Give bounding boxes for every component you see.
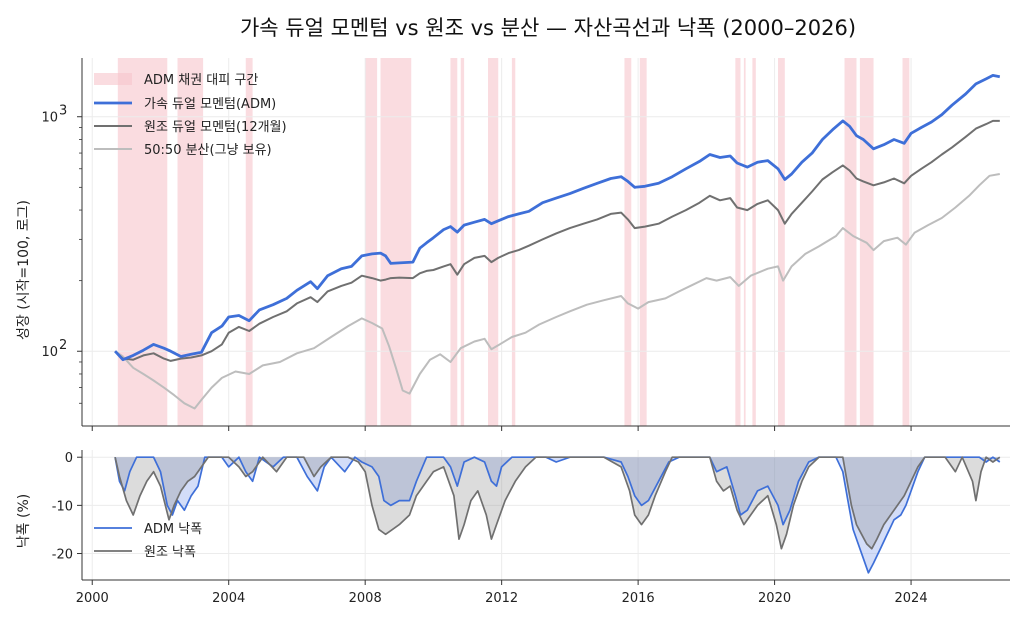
bond-shelter-band — [844, 58, 857, 426]
legend-label: 원조 낙폭 — [144, 545, 196, 560]
bond-shelter-band — [624, 58, 632, 426]
bond-shelter-band — [488, 58, 499, 426]
y-tick-label: -10 — [52, 499, 73, 514]
bond-shelter-band — [365, 58, 378, 426]
growth-y-axis-label: 성장 (시작=100, 로그) — [16, 200, 32, 340]
y-tick-label: 10 — [41, 345, 58, 360]
legend-label: 50:50 분산(그냥 보유) — [144, 143, 272, 158]
x-tick-label: 2012 — [485, 591, 518, 606]
y-tick-label: -20 — [52, 548, 73, 563]
x-tick-label: 2008 — [349, 591, 382, 606]
bond-shelter-band — [117, 58, 168, 426]
bond-shelter-band — [245, 58, 253, 426]
legend-label: 원조 듀얼 모멘텀(12개월) — [144, 120, 287, 135]
legend-label: ADM 낙폭 — [144, 522, 202, 537]
y-tick-label: 10 — [41, 111, 58, 126]
y-tick-exponent: 2 — [59, 338, 67, 353]
x-tick-label: 2004 — [212, 591, 245, 606]
drawdown-panel: 0 -10 -20 2000 2004 2008 2012 2016 2020 2024 낙폭 (… — [16, 450, 1010, 606]
bond-shelter-band — [902, 58, 910, 426]
legend-label: 가속 듀얼 모멘텀(ADM) — [144, 97, 276, 112]
drawdown-area — [115, 457, 1000, 549]
x-tick-label: 2000 — [76, 591, 109, 606]
x-tick-label: 2024 — [895, 591, 928, 606]
bond-shelter-band — [177, 58, 204, 426]
bond-shelter-band — [743, 58, 746, 426]
bond-shelter-band — [639, 58, 647, 426]
drawdown-area — [115, 457, 1000, 573]
bond-shelter-band — [778, 58, 785, 426]
bond-shelter-band — [450, 58, 458, 426]
x-tick-label: 2020 — [758, 591, 791, 606]
bond-shelter-band — [752, 58, 756, 426]
y-tick-label: 0 — [65, 451, 73, 466]
legend-label-shade: ADM 채권 대피 구간 — [144, 73, 258, 88]
y-tick-exponent: 3 — [59, 104, 67, 119]
drawdown-y-axis-label: 낙폭 (%) — [16, 494, 32, 548]
bond-shelter-band — [460, 58, 465, 426]
drawdown-series-line — [114, 456, 1001, 550]
bond-shelter-band — [735, 58, 741, 426]
bond-shelter-band — [511, 58, 516, 426]
growth-series-line — [114, 173, 1000, 410]
growth-series-line — [114, 119, 1000, 362]
x-tick-label: 2016 — [622, 591, 655, 606]
growth-series-line — [114, 74, 1001, 362]
chart-title: 가속 듀얼 모멘텀 vs 원조 vs 분산 — 자산곡선과 낙폭 (2000–2… — [240, 16, 856, 40]
legend-swatch-shade — [94, 73, 132, 85]
